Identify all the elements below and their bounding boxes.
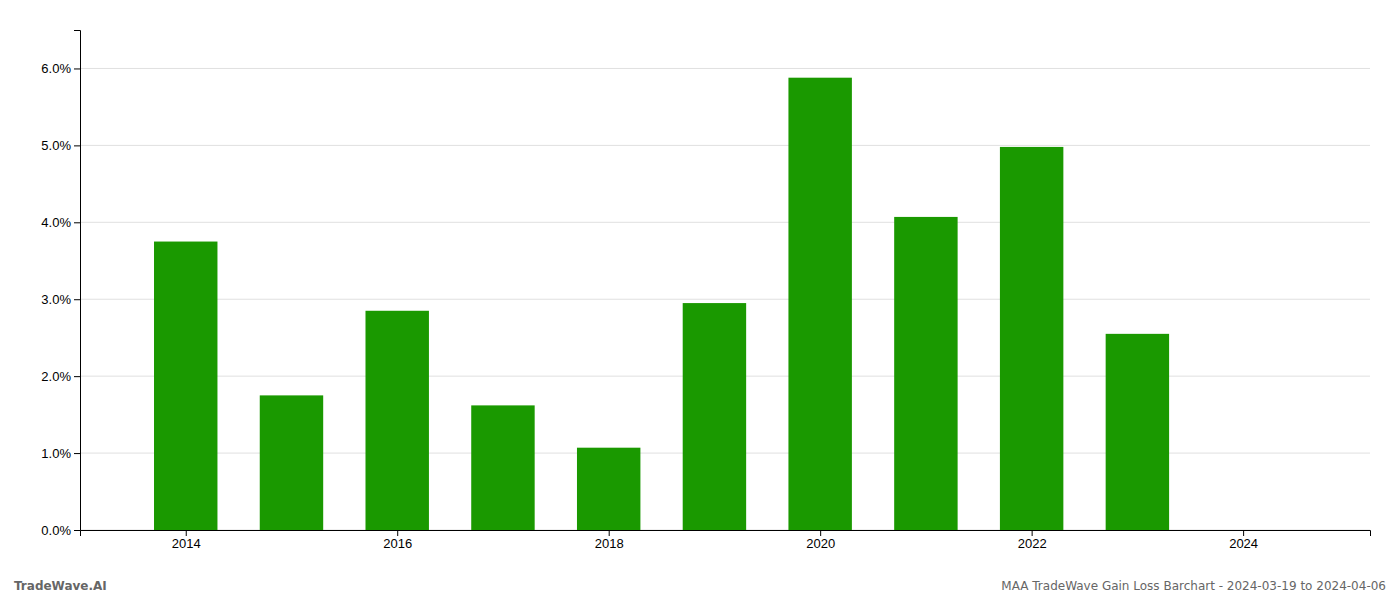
bar — [577, 448, 640, 530]
bar — [1106, 334, 1169, 530]
y-tick: 0.0% — [41, 523, 80, 538]
x-tick-label: 2014 — [172, 536, 201, 551]
x-tick: 2024 — [1229, 530, 1258, 551]
bar — [1000, 147, 1063, 530]
grid-line — [80, 299, 1370, 300]
x-tick-mark — [1032, 530, 1033, 536]
y-tick-label: 5.0% — [41, 138, 71, 153]
bar — [154, 242, 217, 530]
y-tick: 2.0% — [41, 369, 80, 384]
bar — [260, 395, 323, 530]
y-tick-label: 4.0% — [41, 215, 71, 230]
x-tick: 2016 — [383, 530, 412, 551]
x-tick-mark — [1243, 530, 1244, 536]
y-tick-mark — [74, 145, 80, 146]
footer-left: TradeWave.AI — [14, 579, 107, 593]
x-tick-label: 2024 — [1229, 536, 1258, 551]
grid-line — [80, 68, 1370, 69]
y-tick-mark — [74, 453, 80, 454]
y-tick-mark — [74, 376, 80, 377]
y-tick-label: 1.0% — [41, 446, 71, 461]
bar — [683, 303, 746, 530]
y-tick: 5.0% — [41, 138, 80, 153]
grid-line — [80, 222, 1370, 223]
footer-right: MAA TradeWave Gain Loss Barchart - 2024-… — [1001, 579, 1386, 593]
chart: 2014 2016 2018 2020 2022 2024 0.0% 1.0% 2.0% 3.0%… — [0, 0, 1400, 600]
x-tick: 2014 — [172, 530, 201, 551]
y-tick-label: 0.0% — [41, 523, 71, 538]
y-tick-mark — [74, 68, 80, 69]
plot: 2014 2016 2018 2020 2022 2024 0.0% 1.0% 2.0% 3.0%… — [41, 31, 1370, 552]
y-tick-label: 2.0% — [41, 369, 71, 384]
x-tick-label: 2022 — [1018, 536, 1047, 551]
x-tick-mark — [609, 530, 610, 536]
y-tick-mark — [74, 299, 80, 300]
y-tick-label: 6.0% — [41, 61, 71, 76]
y-tick-mark — [74, 530, 80, 531]
bar — [788, 78, 851, 530]
x-tick-mark — [397, 530, 398, 536]
x-tick: 2020 — [806, 530, 835, 551]
x-tick: 2018 — [595, 530, 624, 551]
y-axis-line — [74, 31, 81, 531]
x-tick-mark — [186, 530, 187, 536]
x-tick: 2022 — [1018, 530, 1047, 551]
bars — [154, 78, 1169, 530]
y-tick-mark — [74, 222, 80, 223]
bar — [365, 311, 428, 530]
grid-line — [80, 145, 1370, 146]
y-tick: 3.0% — [41, 292, 80, 307]
x-tick-label: 2020 — [806, 536, 835, 551]
bar — [471, 405, 534, 530]
y-tick: 6.0% — [41, 61, 80, 76]
y-tick: 1.0% — [41, 446, 80, 461]
x-axis-line — [81, 531, 1371, 537]
footer: TradeWave.AI MAA TradeWave Gain Loss Barc… — [14, 579, 1386, 593]
x-axis: 2014 2016 2018 2020 2022 2024 — [81, 530, 1371, 551]
y-axis: 0.0% 1.0% 2.0% 3.0% 4.0% 5.0% 6.0% — [41, 31, 80, 538]
bar — [894, 217, 957, 530]
x-tick-label: 2018 — [595, 536, 624, 551]
grid — [80, 68, 1370, 530]
x-tick-mark — [820, 530, 821, 536]
y-tick: 4.0% — [41, 215, 80, 230]
y-tick-label: 3.0% — [41, 292, 71, 307]
x-tick-label: 2016 — [383, 536, 412, 551]
